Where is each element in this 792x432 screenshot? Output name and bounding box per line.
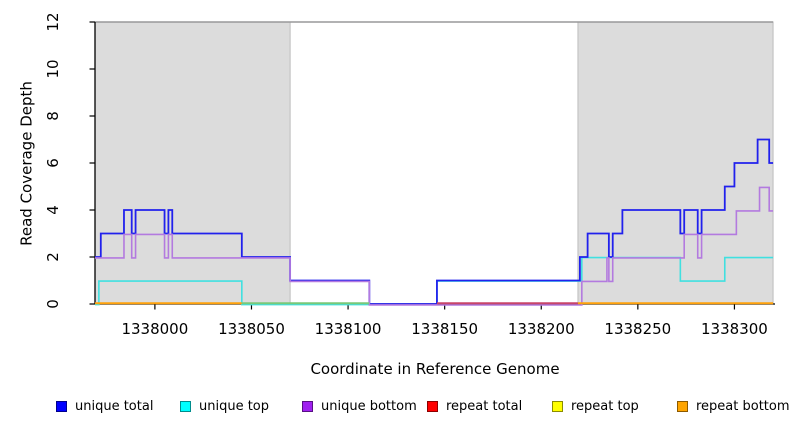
series-unique-bottom-line [95,186,774,306]
y-tick-label: 10 [44,59,62,78]
x-tick-label: 1338300 [701,320,768,338]
y-tick-label: 4 [44,205,62,215]
x-axis-title: Coordinate in Reference Genome [310,360,560,378]
y-tick-label: 12 [44,12,62,31]
x-tick-label: 1338100 [315,320,382,338]
y-axis-title: Read Coverage Depth [17,81,36,246]
x-tick-label: 1338200 [508,320,575,338]
x-tick-label: 1338250 [604,320,671,338]
x-tick-label: 1338050 [218,320,285,338]
shaded-region [94,21,291,305]
y-tick-label: 2 [44,252,62,262]
series-unique-total-line [95,138,774,305]
y-tick-label: 6 [44,158,62,168]
y-tick-label: 0 [44,299,62,309]
y-tick-label: 8 [44,111,62,121]
x-tick-label: 1338000 [121,320,188,338]
x-tick-label: 1338150 [411,320,478,338]
